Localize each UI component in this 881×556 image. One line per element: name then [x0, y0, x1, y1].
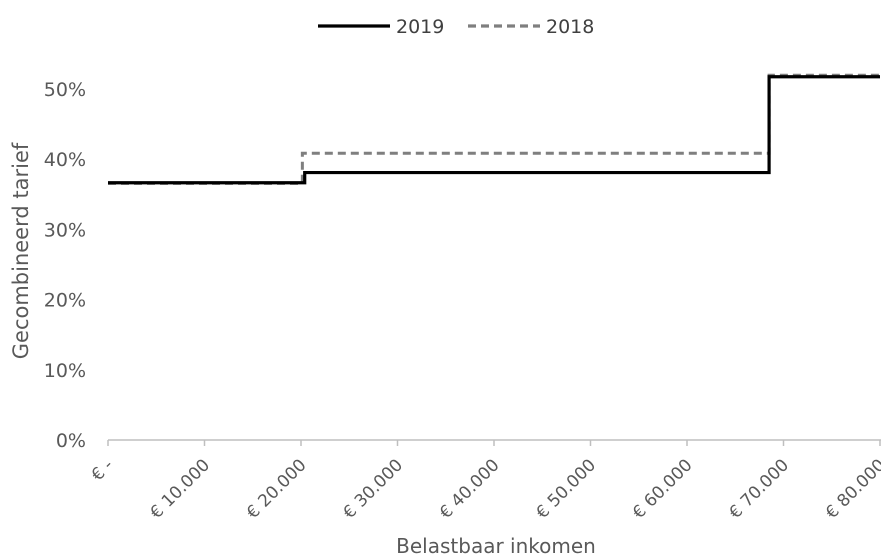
legend: 2019 2018 [318, 16, 594, 38]
x-axis-label: Belastbaar inkomen [396, 534, 596, 556]
x-tick-label: € 40.000 [436, 455, 504, 523]
series-line-2018 [108, 73, 880, 185]
y-axis-ticks: 0% 10% 20% 30% 40% 50% [44, 79, 86, 452]
y-tick-label: 10% [44, 360, 86, 382]
series-layer [108, 73, 880, 185]
x-tick-label: € 50.000 [532, 455, 600, 523]
x-tick-label: € 60.000 [629, 455, 697, 523]
y-tick-label: 20% [44, 290, 86, 312]
series-line-2019 [108, 75, 880, 185]
y-tick-label: 30% [44, 219, 86, 241]
x-axis: € - € 10.000 € 20.000 € 30.000 € 40.000 € 50.… [88, 439, 881, 523]
x-tick-label: € - [88, 455, 118, 485]
x-tick-label: € 20.000 [243, 455, 311, 523]
x-tick-label: € 80.000 [822, 455, 881, 523]
x-tick-label: € 10.000 [146, 455, 214, 523]
legend-label-2019: 2019 [396, 16, 444, 38]
y-axis-label: Gecombineerd tarief [9, 142, 33, 359]
y-tick-label: 50% [44, 79, 86, 101]
legend-label-2018: 2018 [546, 16, 594, 38]
y-tick-label: 0% [56, 430, 86, 452]
x-tick-label: € 30.000 [339, 455, 407, 523]
x-tick-label: € 70.000 [725, 455, 793, 523]
y-tick-label: 40% [44, 149, 86, 171]
